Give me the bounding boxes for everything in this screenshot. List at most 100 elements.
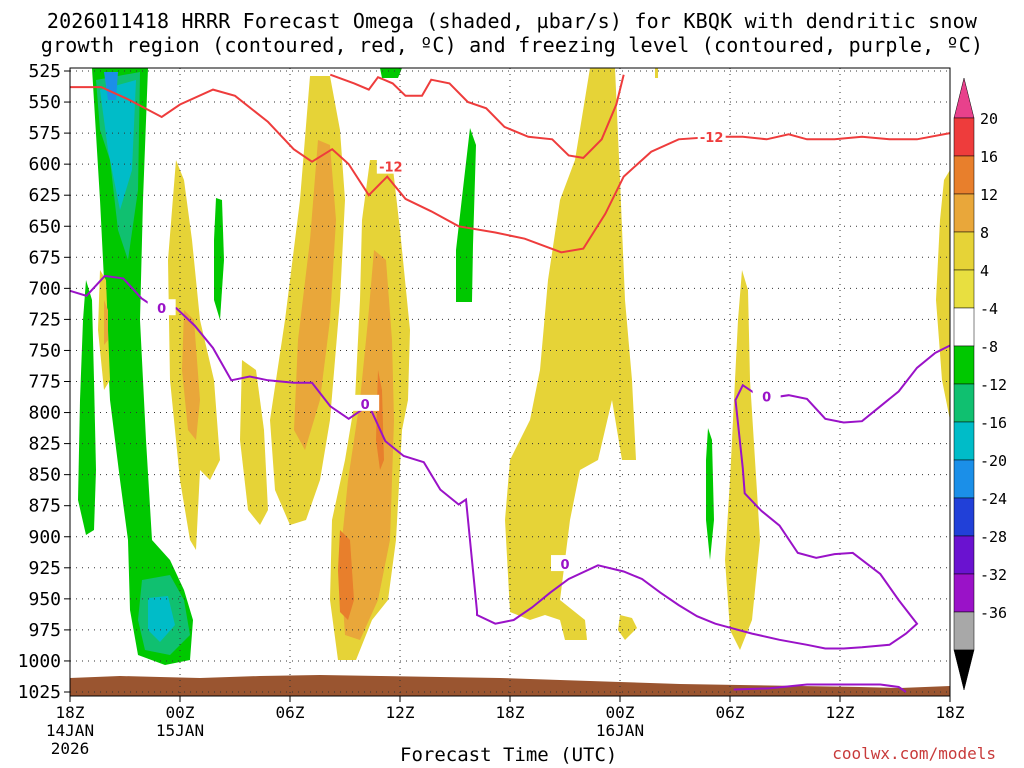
- y-tick-label: 575: [28, 123, 61, 144]
- colorbar-label: -4: [980, 300, 998, 318]
- omega-region-orange-dark: [338, 530, 354, 620]
- colorbar-swatch: [953, 231, 975, 271]
- y-tick-label: 900: [28, 527, 61, 548]
- colorbar-top-arrow: [953, 77, 975, 119]
- purple-contour-label-bg: [351, 394, 380, 411]
- y-axis: 525 550 575 600 625 650 675 700 725 750 775 800 825 8…: [18, 61, 70, 703]
- x-tick-label: 18Z: [936, 703, 965, 722]
- omega-region-cyan-low: [148, 596, 175, 642]
- colorbar-swatch: [953, 269, 975, 309]
- colorbar-bottom-arrow: [953, 649, 975, 691]
- y-tick-label: 600: [28, 154, 61, 175]
- colorbar-label: 8: [980, 224, 989, 242]
- credit-text: coolwx.com/models: [832, 744, 996, 763]
- colorbar-swatch: [953, 383, 975, 423]
- colorbar-swatch: [953, 421, 975, 461]
- colorbar-label: -16: [980, 414, 1007, 432]
- x-tick-label: 12Z: [386, 703, 415, 722]
- chart-title-line-1: 2026011418 HRRR Forecast Omega (shaded, …: [46, 9, 978, 33]
- omega-region-yellow-6: [505, 68, 636, 640]
- omega-region-green-2: [214, 198, 224, 320]
- omega-region-yellow-3: [240, 360, 268, 525]
- omega-region-green-4: [380, 68, 402, 78]
- y-tick-label: 550: [28, 92, 61, 113]
- colorbar-label: -36: [980, 604, 1007, 622]
- colorbar-label: -24: [980, 490, 1007, 508]
- colorbar-swatch: [953, 573, 975, 613]
- y-tick-label: 800: [28, 403, 61, 424]
- red-contour-line: [70, 86, 951, 254]
- x-tick-date: 16JAN: [596, 721, 644, 740]
- colorbar-label: -32: [980, 566, 1007, 584]
- x-tick-label: 06Z: [276, 703, 305, 722]
- x-tick-label: 06Z: [716, 703, 745, 722]
- red-contour-label: -12: [700, 131, 724, 146]
- purple-contour-label: 0: [361, 398, 370, 413]
- omega-region-green-5: [706, 428, 714, 560]
- omega-region-yellow-10: [655, 68, 658, 78]
- contour-labels: -12 -12 0 0 0 0: [147, 127, 781, 573]
- x-tick-label: 18Z: [496, 703, 525, 722]
- omega-region-orange-3: [182, 310, 200, 440]
- colorbar-label: 20: [980, 110, 998, 128]
- y-tick-label: 525: [28, 61, 61, 82]
- y-tick-label: 975: [28, 620, 61, 641]
- y-tick-label: 1000: [18, 651, 61, 672]
- omega-region-cyan: [100, 80, 136, 210]
- x-tick-date: 14JAN: [46, 721, 94, 740]
- omega-region-orange-1: [294, 140, 336, 450]
- x-axis-label: Forecast Time (UTC): [400, 744, 618, 766]
- y-tick-label: 875: [28, 496, 61, 517]
- y-tick-label: 925: [28, 558, 61, 579]
- red-contour-upper-line: [329, 73, 625, 159]
- colorbar: 20 16 12 8 4 -4 -8 -12 -16 -20 -24 -28 -32 -36: [953, 77, 1007, 691]
- omega-region-green-3: [456, 128, 476, 302]
- colorbar-swatch: [953, 193, 975, 233]
- y-tick-label: 675: [28, 247, 61, 268]
- red-contour-label: -12: [379, 161, 403, 176]
- colorbar-swatch: [953, 345, 975, 385]
- colorbar-label: 4: [980, 262, 989, 280]
- chart-title-line-2: growth region (contoured, red, ºC) and f…: [40, 33, 984, 57]
- colorbar-swatch: [953, 307, 975, 347]
- omega-region-orange-4: [104, 300, 108, 345]
- colorbar-label: 12: [980, 186, 998, 204]
- colorbar-label: -8: [980, 338, 998, 356]
- x-tick-date: 15JAN: [156, 721, 204, 740]
- purple-contour-bottom-line: [733, 683, 907, 693]
- x-tick-label: 12Z: [826, 703, 855, 722]
- colorbar-label: 16: [980, 148, 998, 166]
- y-tick-label: 775: [28, 372, 61, 393]
- y-tick-label: 850: [28, 465, 61, 486]
- colorbar-swatch: [953, 459, 975, 499]
- omega-region-yellow-9: [936, 170, 950, 420]
- y-tick-label: 625: [28, 185, 61, 206]
- omega-region-yellow-7: [618, 615, 637, 640]
- y-tick-label: 950: [28, 589, 61, 610]
- purple-contour-label: 0: [157, 302, 166, 317]
- omega-shading: [78, 68, 950, 665]
- y-tick-label: 725: [28, 309, 61, 330]
- colorbar-swatch: [953, 155, 975, 195]
- red-contour-label-bg: [376, 157, 405, 174]
- colorbar-swatch: [953, 117, 975, 157]
- x-tick-label: 00Z: [606, 703, 635, 722]
- colorbar-label: -28: [980, 528, 1007, 546]
- red-contour-label-bg: [697, 127, 726, 144]
- purple-contour-label-bg: [147, 299, 176, 316]
- purple-contour-label-bg: [551, 555, 579, 572]
- omega-region-orange-2: [340, 250, 394, 640]
- colorbar-label: -12: [980, 376, 1007, 394]
- purple-contour-label-bg: [752, 387, 781, 404]
- colorbar-label: -20: [980, 452, 1007, 470]
- y-tick-label: 750: [28, 340, 61, 361]
- y-tick-label: 700: [28, 278, 61, 299]
- colorbar-swatch: [953, 535, 975, 575]
- omega-region-green-left: [78, 280, 96, 535]
- purple-contour-line: [69, 274, 951, 650]
- x-tick-label: 00Z: [166, 703, 195, 722]
- colorbar-swatch: [953, 611, 975, 651]
- purple-contour-label: 0: [762, 390, 771, 405]
